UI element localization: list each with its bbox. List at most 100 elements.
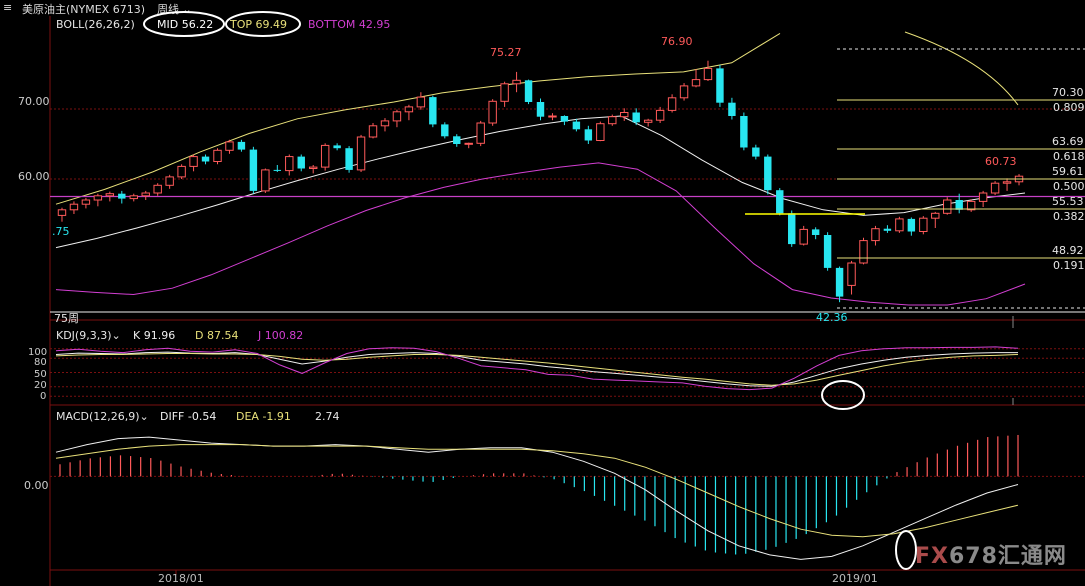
candle-body <box>776 190 784 214</box>
candle <box>273 165 282 172</box>
boll-mid-value: MID 56.22 <box>157 18 214 31</box>
candle-body <box>177 165 186 178</box>
candle <box>788 210 796 247</box>
candle-body <box>464 142 473 145</box>
candle-body <box>584 129 593 141</box>
candle <box>57 207 67 222</box>
low-label: 42.36 <box>816 311 848 324</box>
candle <box>955 193 963 214</box>
candle-body <box>919 217 928 232</box>
candle <box>225 139 234 154</box>
candle <box>476 120 485 147</box>
candle-body <box>716 68 724 103</box>
macd-dea-line <box>55 444 1019 538</box>
fib-ratio-label: 0.191 <box>1053 259 1085 272</box>
bollinger-bands <box>50 31 1085 313</box>
candle <box>596 121 605 142</box>
candle <box>404 104 414 121</box>
candle-body <box>1002 181 1012 184</box>
instrument-title[interactable]: 美原油主(NYMEX 6713) <box>22 3 145 16</box>
candle <box>632 108 640 126</box>
candle <box>297 154 305 172</box>
candle <box>1002 178 1012 191</box>
chevron-down-icon: ⌄ <box>111 329 121 342</box>
fib-price-label: 55.53 <box>1052 195 1084 208</box>
boll-mid-line <box>55 115 1026 249</box>
candle-body <box>955 200 963 210</box>
candle <box>308 165 318 174</box>
boll-legend-name[interactable]: BOLL(26,26,2) <box>56 18 135 31</box>
hamburger-icon[interactable]: ≡ <box>3 1 13 14</box>
chevron-down-icon: ⌄ <box>179 3 192 16</box>
left-cut-label: .75 <box>52 225 70 238</box>
candle-body <box>608 116 617 125</box>
highlight-ellipse <box>225 11 301 37</box>
kdj-k-line <box>55 351 1018 387</box>
candle-body <box>129 195 138 200</box>
candle <box>345 146 353 173</box>
candle-body <box>560 116 569 122</box>
last-price-label: 60.73 <box>985 155 1017 168</box>
fib-ratio-label: 0.500 <box>1053 180 1085 193</box>
candle <box>524 79 533 105</box>
candle-body <box>189 156 198 167</box>
candle-body <box>931 212 940 219</box>
top-toolbar: ≡ 美原油主(NYMEX 6713) 周线 ⌄ <box>0 0 1085 16</box>
candle-body <box>476 122 485 144</box>
candle-body <box>57 209 67 216</box>
candle <box>141 190 150 200</box>
ma-label: 75周 <box>54 312 79 325</box>
candle-body <box>333 145 341 149</box>
kdj-tick-100: 100 <box>28 347 48 358</box>
macd-dea-value: DEA -1.91 <box>236 410 291 423</box>
candle <box>667 94 677 113</box>
kdj-j-value: J 100.82 <box>258 329 304 342</box>
candle <box>392 109 402 128</box>
chevron-down-icon: ⌄ <box>139 410 149 423</box>
candle-body <box>835 267 844 297</box>
fib-ratio-label: 0.809 <box>1053 101 1085 114</box>
candle-body <box>907 218 916 232</box>
candle <box>703 60 713 81</box>
candle <box>679 83 689 101</box>
candle <box>990 181 1000 196</box>
candle-body <box>345 148 353 170</box>
candle-body <box>596 123 605 141</box>
highlight-ellipse <box>821 380 865 410</box>
candle-body <box>93 195 103 201</box>
candle <box>931 211 940 228</box>
candle <box>129 193 138 202</box>
candle-body <box>966 200 976 211</box>
candle-body <box>380 120 390 127</box>
grid-lines <box>50 108 1085 575</box>
candle <box>165 174 174 189</box>
candle <box>380 118 390 132</box>
kdj-d-value: D 87.54 <box>195 329 239 342</box>
candle-body <box>536 102 545 117</box>
candle <box>560 115 569 126</box>
candle-body <box>978 192 988 202</box>
candle <box>811 227 820 240</box>
candle-body <box>643 119 653 123</box>
candle <box>655 106 665 123</box>
candle <box>201 154 210 165</box>
candle <box>261 168 270 193</box>
candle <box>500 81 509 107</box>
candle-body <box>990 182 1000 194</box>
candle-body <box>859 240 868 264</box>
candle <box>512 71 521 93</box>
candle-body <box>524 80 533 102</box>
macd-legend-name[interactable]: MACD(12,26,9)⌄ <box>56 410 149 423</box>
fib-price-label: 59.61 <box>1052 165 1084 178</box>
candle <box>835 266 844 303</box>
candle <box>799 225 808 246</box>
candle <box>153 183 162 196</box>
candle <box>333 143 341 151</box>
candle-body <box>572 121 581 130</box>
macd-panel <box>55 434 1019 560</box>
annotations <box>143 11 1014 570</box>
candle-body <box>740 116 748 148</box>
kdj-legend-name[interactable]: KDJ(9,3,3)⌄ <box>56 329 121 342</box>
candle <box>416 92 426 110</box>
candle-body <box>225 141 234 151</box>
